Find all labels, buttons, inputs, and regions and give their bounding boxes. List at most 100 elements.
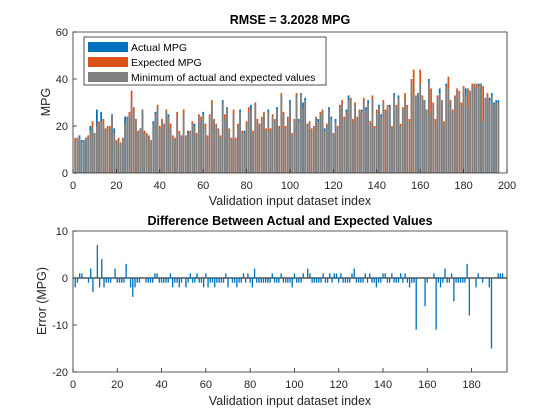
error-bar (488, 278, 490, 288)
bottom-chart: 0 20 40 60 80 100 120 140 160 180 -20 -10 0 10 Diffe… (35, 214, 508, 408)
error-bar (132, 278, 134, 297)
error-bar (311, 278, 313, 283)
top-bar-min (139, 128, 142, 173)
bottom-y-tick-label: 0 (62, 273, 68, 285)
error-bar (245, 278, 247, 283)
bottom-x-tick-label: 20 (111, 379, 123, 391)
top-bar-min (347, 100, 350, 173)
error-bar (269, 278, 271, 283)
top-chart-title: RMSE = 3.2028 MPG (230, 13, 351, 27)
error-bar (313, 278, 316, 283)
error-bar (103, 278, 105, 288)
top-bar-min (85, 137, 87, 173)
top-y-ticks: 0 20 40 60 (56, 27, 77, 180)
error-bar (233, 278, 236, 283)
error-bar (342, 278, 344, 283)
top-y-tick-label: 60 (56, 27, 68, 39)
top-bar-min (304, 100, 307, 173)
error-bar (121, 278, 123, 283)
bottom-x-tick-label: 0 (70, 379, 76, 391)
bottom-y-tick-label: 10 (56, 226, 68, 238)
error-bar (499, 273, 502, 278)
top-bar-min (260, 118, 263, 173)
error-bar (160, 278, 163, 283)
top-bar-min (109, 128, 111, 173)
top-bar-min (430, 114, 432, 173)
top-bar-min (382, 102, 385, 173)
error-bar (320, 278, 322, 283)
top-bar-min (104, 130, 107, 173)
top-bar-min (269, 130, 272, 173)
top-bar-min (171, 137, 174, 173)
error-bar (240, 278, 242, 283)
top-bar-min (135, 121, 137, 173)
error-bar (92, 278, 94, 293)
error-bar (439, 278, 442, 288)
top-bar-min (163, 126, 166, 173)
error-bar (191, 278, 194, 283)
error-bar (453, 278, 455, 302)
error-bar (477, 273, 479, 278)
error-bar (413, 278, 415, 283)
top-x-tick-label: 80 (240, 180, 252, 192)
top-bar-min (443, 123, 445, 173)
error-bar (475, 278, 477, 288)
error-bar (442, 278, 444, 283)
bottom-x-tick-label: 160 (418, 379, 436, 391)
error-bar (462, 278, 464, 283)
error-bar (490, 278, 493, 349)
error-bar (271, 273, 273, 278)
top-bar-min (378, 107, 380, 173)
error-bar (125, 263, 127, 278)
top-bar-min (230, 140, 233, 173)
top-bar-min (137, 133, 139, 173)
error-bar (331, 278, 333, 283)
error-bar (450, 273, 453, 278)
error-bar (207, 278, 209, 288)
top-x-tick-label: 180 (454, 180, 472, 192)
top-bar-min (345, 111, 348, 173)
top-bar-min (174, 140, 176, 173)
error-bar (446, 278, 448, 283)
top-bar-min (93, 133, 96, 173)
top-bar-min (477, 86, 480, 173)
error-bar (189, 273, 192, 278)
top-bar-min (319, 114, 322, 173)
top-bar-min (308, 123, 311, 173)
top-bar-min (493, 104, 495, 173)
top-bar-min (215, 126, 218, 173)
error-bar (187, 278, 189, 283)
bottom-y-tick-label: -20 (52, 367, 68, 379)
top-bar-min (434, 123, 437, 173)
top-bar-min (130, 100, 133, 173)
error-bar (214, 278, 216, 288)
error-bar (209, 278, 211, 283)
top-bar-min (438, 93, 441, 173)
error-bar (242, 273, 245, 278)
top-bar-min (362, 100, 365, 173)
top-x-tick-label: 140 (368, 180, 386, 192)
top-bar-min (391, 128, 393, 173)
error-bar (309, 273, 311, 278)
top-bar-min (193, 126, 196, 173)
error-bar (284, 278, 287, 283)
error-bar (340, 273, 342, 278)
top-bar-min (495, 102, 498, 173)
error-bar (457, 278, 459, 283)
error-bar (249, 278, 251, 283)
top-bar-min (247, 111, 250, 173)
top-bar-min (169, 128, 172, 173)
top-bar-min (117, 140, 120, 173)
error-bar (388, 278, 391, 283)
top-bar-min (106, 128, 109, 173)
top-bar-min (471, 86, 474, 173)
top-bar-min (111, 114, 113, 173)
top-x-tick-label: 0 (70, 180, 76, 192)
top-bar-min (76, 140, 79, 173)
error-bar (468, 278, 471, 316)
top-bar-min (195, 135, 198, 173)
error-bar (167, 278, 169, 283)
top-bar-min (148, 137, 150, 173)
top-y-axis-label: MPG (39, 88, 53, 116)
top-bar-min (321, 111, 324, 173)
